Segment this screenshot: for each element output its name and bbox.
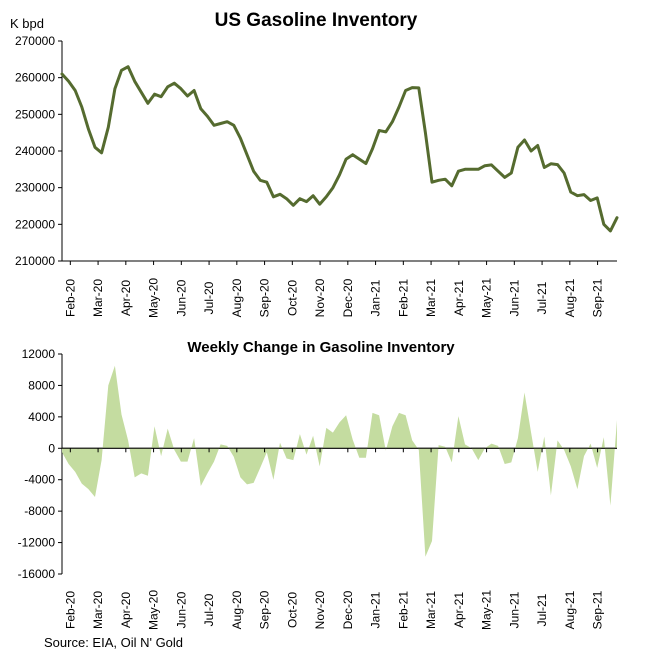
top-x-tick-label: Nov-20	[313, 278, 327, 317]
bottom-x-tick-label: Dec-20	[341, 590, 355, 629]
bottom-y-tick-label: -8000	[24, 504, 55, 518]
top-x-tick-label: Jan-21	[369, 279, 383, 316]
bottom-x-tick-label: Mar-20	[91, 591, 105, 629]
top-x-tick-label: Jul-20	[202, 281, 216, 314]
source-note: Source: EIA, Oil N' Gold	[44, 635, 183, 650]
bottom-x-tick-label: May-21	[480, 590, 494, 630]
top-y-tick-label: 260000	[15, 71, 55, 85]
top-x-tick-label: Feb-21	[396, 279, 410, 317]
top-chart-title: US Gasoline Inventory	[215, 10, 418, 31]
bottom-x-tick-label: Sep-21	[591, 590, 605, 629]
bottom-x-tick-label: Aug-21	[563, 590, 577, 629]
top-x-tick-label: Mar-20	[91, 279, 105, 317]
top-x-tick-label: Feb-20	[63, 279, 77, 317]
bottom-y-tick-label: 4000	[28, 410, 55, 424]
bottom-x-tick-label: May-20	[147, 590, 161, 630]
bottom-x-tick-label: Jan-21	[369, 591, 383, 628]
bottom-x-tick-label: Mar-21	[424, 591, 438, 629]
top-x-tick-label: Jun-21	[507, 279, 521, 316]
top-y-tick-label: 270000	[15, 34, 55, 48]
bottom-series-area	[62, 365, 617, 557]
bottom-x-tick-label: Apr-21	[452, 592, 466, 628]
top-x-tick-label: Sep-21	[591, 278, 605, 317]
bottom-x-tick-label: Oct-20	[285, 592, 299, 628]
top-x-tick-label: Aug-21	[563, 278, 577, 317]
bottom-x-tick-label: Nov-20	[313, 590, 327, 629]
top-x-tick-label: May-21	[480, 278, 494, 318]
bottom-x-tick-label: Sep-20	[258, 590, 272, 629]
top-x-tick-label: Jul-21	[535, 281, 549, 314]
top-x-tick-label: Sep-20	[258, 278, 272, 317]
bottom-y-tick-label: -16000	[18, 567, 56, 581]
bottom-x-tick-label: Jul-20	[202, 593, 216, 626]
bottom-x-tick-label: Feb-21	[396, 591, 410, 629]
bottom-x-tick-label: Jun-20	[174, 591, 188, 628]
bottom-y-tick-label: 0	[48, 441, 55, 455]
top-x-tick-label: Apr-20	[119, 280, 133, 316]
top-chart-unit-label: K bpd	[10, 16, 44, 31]
bottom-x-tick-label: Aug-20	[230, 590, 244, 629]
top-x-tick-label: Apr-21	[452, 280, 466, 316]
bottom-x-tick-label: Jun-21	[507, 591, 521, 628]
bottom-x-tick-label: Feb-20	[63, 591, 77, 629]
top-series-line	[60, 65, 619, 233]
top-x-tick-label: Aug-20	[230, 278, 244, 317]
bottom-y-tick-label: 8000	[28, 378, 55, 392]
bottom-chart-title: Weekly Change in Gasoline Inventory	[187, 339, 455, 356]
top-y-tick-label: 210000	[15, 254, 55, 268]
top-y-tick-label: 250000	[15, 107, 55, 121]
top-y-tick-label: 230000	[15, 181, 55, 195]
bottom-x-tick-label: Jul-21	[535, 593, 549, 626]
bottom-x-tick-label: Apr-20	[119, 592, 133, 628]
top-x-tick-label: May-20	[147, 278, 161, 318]
top-x-tick-label: Jun-20	[174, 279, 188, 316]
top-y-tick-label: 220000	[15, 217, 55, 231]
bottom-y-tick-label: 12000	[22, 347, 56, 361]
top-x-tick-label: Oct-20	[285, 280, 299, 316]
top-x-tick-label: Dec-20	[341, 278, 355, 317]
top-x-tick-label: Mar-21	[424, 279, 438, 317]
top-y-tick-label: 240000	[15, 144, 55, 158]
bottom-y-tick-label: -4000	[24, 473, 55, 487]
bottom-y-tick-label: -12000	[18, 536, 56, 550]
